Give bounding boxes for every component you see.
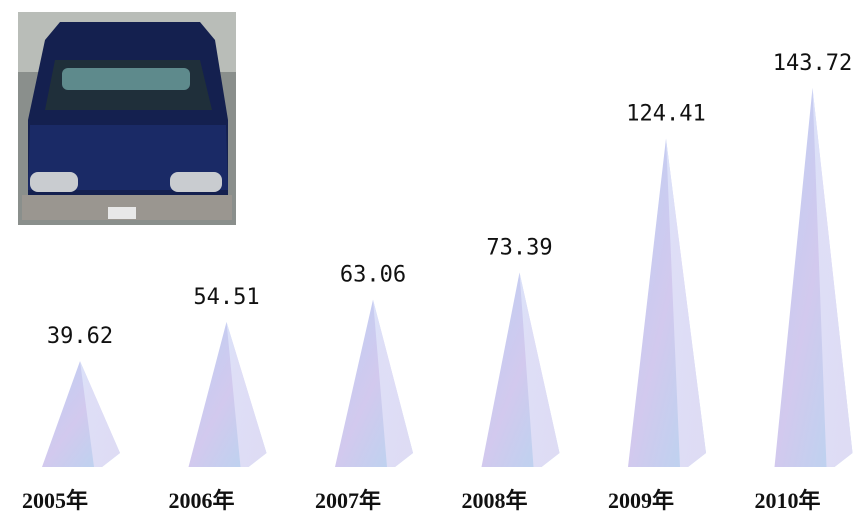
x-tick-label: 2007年 (315, 488, 381, 513)
pyramid-side (519, 272, 560, 467)
x-tick-label: 2009年 (608, 488, 674, 513)
value-label: 124.41 (626, 102, 705, 127)
value-label: 63.06 (340, 263, 406, 288)
x-tick-label: 2010年 (754, 488, 820, 513)
value-label: 143.72 (773, 51, 852, 76)
pyramid-side (373, 299, 413, 467)
pyramid-side (226, 322, 267, 467)
value-label: 54.51 (193, 285, 259, 310)
car-photo (18, 12, 236, 225)
x-tick-label: 2008年 (461, 488, 527, 513)
value-label: 73.39 (486, 235, 552, 260)
pyramid-side (80, 361, 120, 467)
x-tick-label: 2006年 (168, 488, 234, 513)
x-tick-label: 2005年 (22, 488, 88, 513)
value-label: 39.62 (47, 324, 113, 349)
pyramid-side (666, 138, 706, 468)
pyramid-side (812, 88, 853, 467)
